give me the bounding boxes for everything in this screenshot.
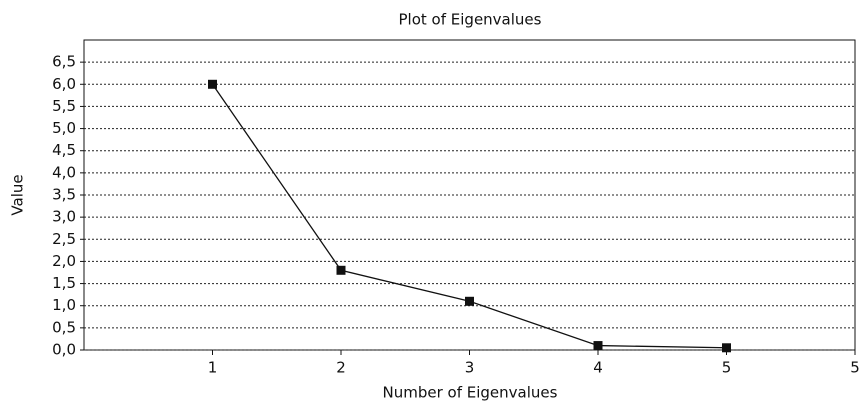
y-tick-label: 2,5 — [52, 230, 76, 248]
y-tick-label: 3,0 — [52, 208, 76, 226]
x-tick-label: 3 — [465, 359, 475, 377]
y-tick-label: 1,0 — [52, 296, 76, 314]
x-tick-label: 1 — [208, 359, 218, 377]
chart-title: Plot of Eigenvalues — [399, 11, 542, 29]
y-tick-label: 2,0 — [52, 252, 76, 270]
marker — [722, 343, 731, 353]
y-tick-label: 0,0 — [52, 341, 76, 359]
marker — [465, 296, 474, 306]
y-tick-label: 5,5 — [52, 97, 76, 115]
x-tick-label: 5 — [722, 359, 732, 377]
y-tick-label: 4,0 — [52, 163, 76, 181]
y-tick-label: 6,5 — [52, 53, 76, 71]
x-tick-label: 2 — [336, 359, 346, 377]
marker — [336, 265, 346, 275]
marker — [593, 341, 603, 351]
marker — [208, 79, 217, 89]
y-tick-label: 0,5 — [52, 318, 76, 336]
y-tick-label: 4,5 — [52, 141, 76, 159]
x-axis-label: Number of Eigenvalues — [383, 384, 558, 402]
x-tick-label: 5 — [850, 359, 860, 377]
y-tick-label: 3,5 — [52, 186, 76, 204]
y-axis-label: Value — [9, 174, 27, 215]
x-tick-label: 4 — [593, 359, 603, 377]
y-tick-label: 1,5 — [52, 274, 76, 292]
y-tick-label: 5,0 — [52, 119, 76, 137]
line — [211, 83, 727, 349]
y-tick-label: 6,0 — [52, 75, 76, 93]
